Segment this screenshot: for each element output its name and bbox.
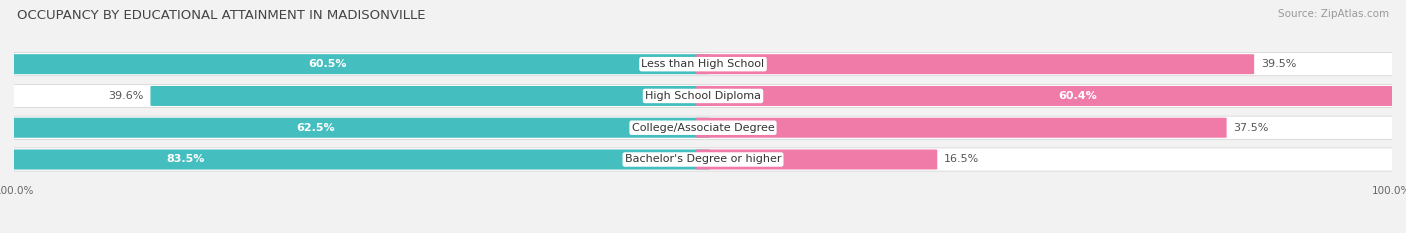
Text: 16.5%: 16.5%: [945, 154, 980, 164]
FancyBboxPatch shape: [696, 54, 1254, 74]
FancyBboxPatch shape: [0, 116, 1406, 139]
FancyBboxPatch shape: [0, 148, 1406, 171]
Text: OCCUPANCY BY EDUCATIONAL ATTAINMENT IN MADISONVILLE: OCCUPANCY BY EDUCATIONAL ATTAINMENT IN M…: [17, 9, 426, 22]
FancyBboxPatch shape: [696, 118, 1226, 138]
Legend: Owner-occupied, Renter-occupied: Owner-occupied, Renter-occupied: [585, 230, 821, 233]
FancyBboxPatch shape: [696, 150, 938, 170]
FancyBboxPatch shape: [150, 86, 710, 106]
Text: High School Diploma: High School Diploma: [645, 91, 761, 101]
Text: 39.5%: 39.5%: [1261, 59, 1296, 69]
Text: Bachelor's Degree or higher: Bachelor's Degree or higher: [624, 154, 782, 164]
FancyBboxPatch shape: [0, 150, 710, 170]
Text: 60.5%: 60.5%: [309, 59, 347, 69]
Text: 37.5%: 37.5%: [1233, 123, 1268, 133]
FancyBboxPatch shape: [0, 54, 710, 74]
Text: College/Associate Degree: College/Associate Degree: [631, 123, 775, 133]
Text: Less than High School: Less than High School: [641, 59, 765, 69]
Text: 60.4%: 60.4%: [1059, 91, 1097, 101]
FancyBboxPatch shape: [0, 118, 710, 138]
Text: 62.5%: 62.5%: [297, 123, 335, 133]
FancyBboxPatch shape: [0, 84, 1406, 108]
FancyBboxPatch shape: [696, 86, 1406, 106]
FancyBboxPatch shape: [0, 53, 1406, 76]
Text: Source: ZipAtlas.com: Source: ZipAtlas.com: [1278, 9, 1389, 19]
Text: 83.5%: 83.5%: [166, 154, 204, 164]
Text: 39.6%: 39.6%: [108, 91, 143, 101]
